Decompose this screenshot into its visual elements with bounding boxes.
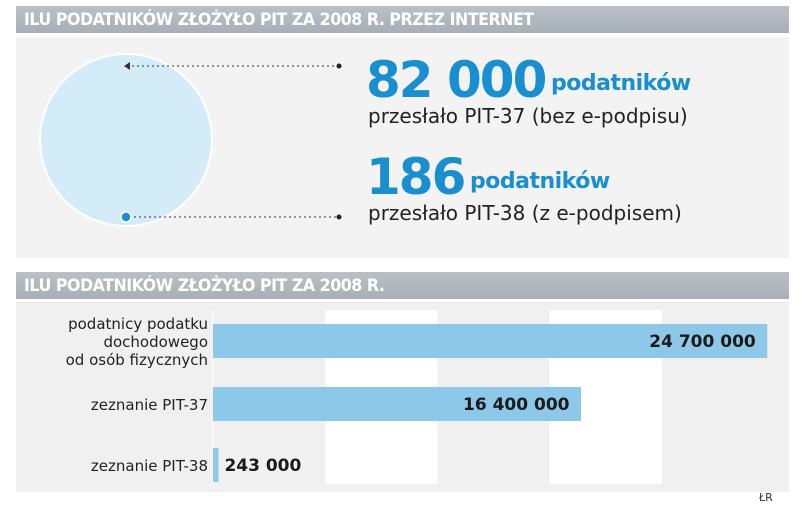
- category-label-line: dochodowego: [103, 333, 208, 351]
- category-label-line: zeznanie PIT-37: [90, 396, 208, 414]
- category-label-pit38: zeznanie PIT-38: [91, 457, 208, 475]
- category-label-line: zeznanie PIT-38: [90, 457, 208, 475]
- stat-unit-pit37: podatników: [551, 71, 691, 96]
- category-label-line: od osób fizycznych: [65, 351, 208, 369]
- category-label-pit-total: podatnicy podatku dochodowego od osób fi…: [66, 315, 208, 369]
- category-label-line: podatnicy podatku: [68, 315, 208, 333]
- stat-unit-pit38: podatników: [470, 169, 610, 194]
- bar-value-label-pit37: 16 400 000: [463, 395, 570, 415]
- bar: [213, 324, 768, 358]
- section-title-internet: ILU PODATNIKÓW ZŁOŻYŁO PIT ZA 2008 R. PR…: [24, 10, 534, 30]
- category-label-pit37: zeznanie PIT-37: [91, 396, 208, 414]
- section-header-internet: ILU PODATNIKÓW ZŁOŻYŁO PIT ZA 2008 R. PR…: [16, 6, 789, 33]
- section-header-total: ILU PODATNIKÓW ZŁOŻYŁO PIT ZA 2008 R.: [16, 272, 789, 299]
- stat-number-pit37: 82 000: [366, 51, 547, 109]
- author-credit: ŁR: [759, 491, 773, 504]
- bar: [213, 448, 219, 482]
- bar-value-label-pit38: 243 000: [224, 456, 302, 476]
- bar-value-label-total: 24 700 000: [649, 332, 756, 352]
- stat-desc-pit38: przesłało PIT-38 (z e-podpisem): [368, 201, 682, 225]
- stat-desc-pit37: przesłało PIT-37 (bez e-podpisu): [368, 104, 688, 128]
- section-title-total: ILU PODATNIKÓW ZŁOŻYŁO PIT ZA 2008 R.: [24, 276, 385, 296]
- stat-number-pit38: 186: [366, 148, 466, 206]
- bar: [213, 387, 582, 421]
